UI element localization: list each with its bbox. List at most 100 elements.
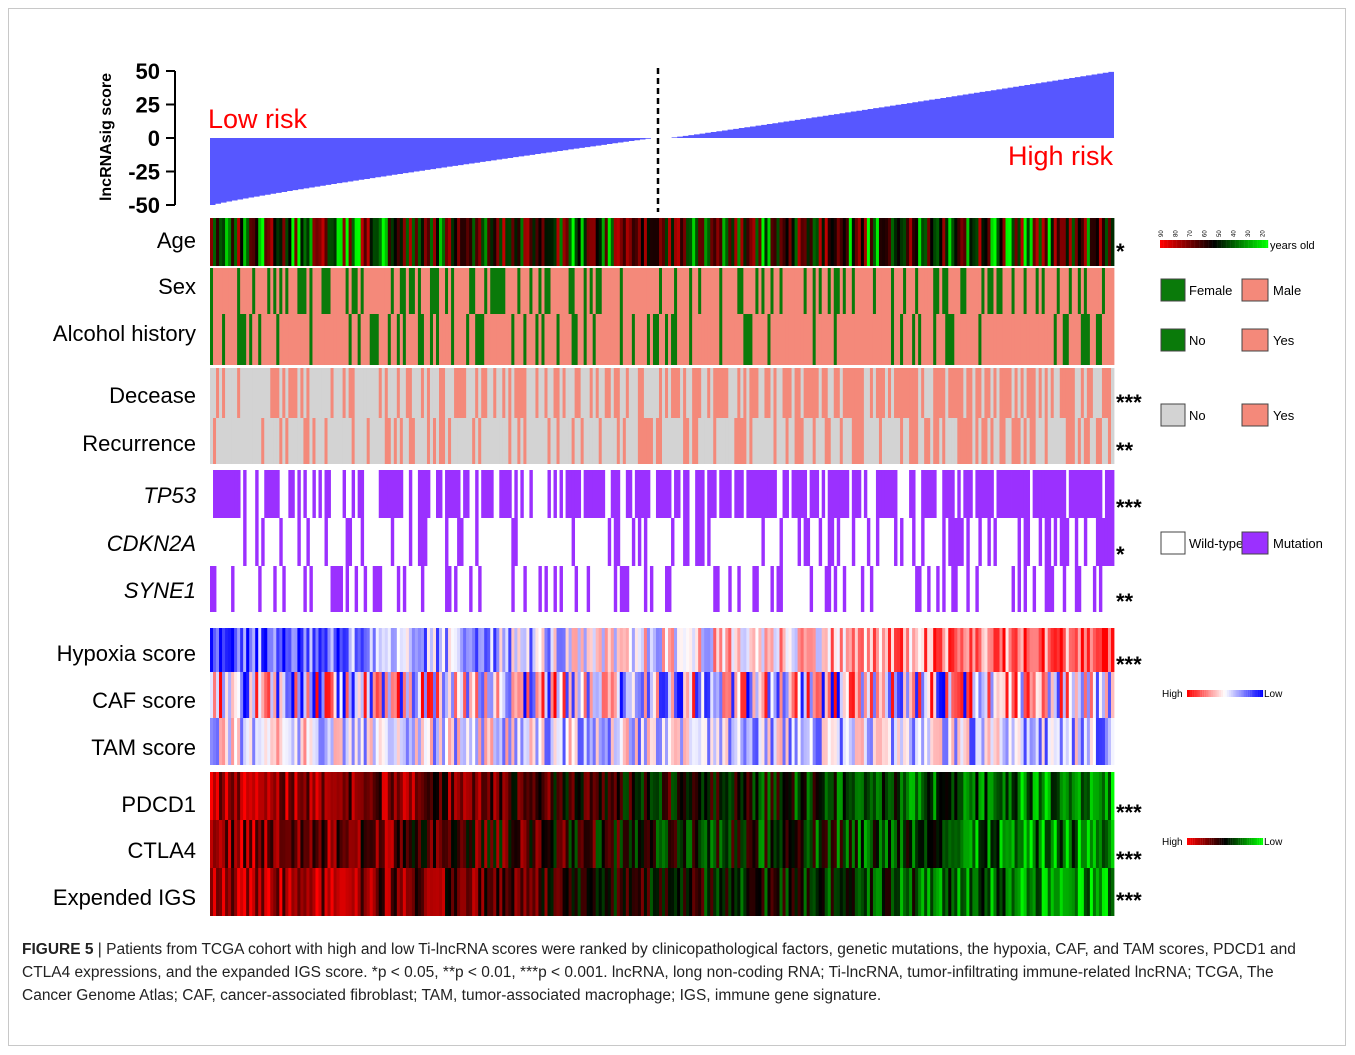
heatmap-cell [270,772,274,820]
heatmap-cell [312,772,316,820]
age-legend-bar [1196,240,1198,248]
heatmap-cell [815,470,820,518]
heatmap-cell [1050,718,1055,765]
heatmap-cell [719,772,723,820]
heatmap-cell [505,820,509,868]
heatmap-cell [481,868,485,916]
heatmap-cell [655,672,660,718]
heatmap-cell [631,628,636,672]
heatmap-cell [493,868,497,916]
heatmap-cell [1014,314,1018,365]
heatmap-cell [728,268,732,314]
heatmap-cell [243,218,247,266]
heatmap-cell [526,868,530,916]
heatmap-cell [1044,718,1049,765]
heatmap-cell [523,718,527,765]
heatmap-cell [978,628,982,672]
heatmap-cell [508,820,512,868]
heatmap-cell [770,368,774,418]
heatmap-cell [773,718,777,765]
heatmap-cell [915,218,919,266]
heatmap-cell [327,628,331,672]
heatmap-cell [800,418,805,464]
heatmap-cell [339,314,343,365]
heatmap-cell [520,718,524,765]
heatmap-cell [643,566,648,612]
heatmap-cell [420,518,425,566]
heatmap-cell [357,218,362,266]
heatmap-cell [930,470,934,518]
heatmap-cell [568,218,572,266]
heatmap-cell [839,820,844,868]
heatmap-cell [1032,566,1037,612]
heatmap-cell [909,718,913,765]
heatmap-cell [1077,268,1082,314]
expression-legend-bar [1230,838,1233,845]
heatmap-cell [436,672,440,718]
heatmap-cell [1008,314,1012,365]
heatmap-cell [785,314,789,365]
heatmap-cell [900,772,904,820]
heatmap-cell [360,418,365,464]
heatmap-cell [481,268,485,314]
heatmap-cell [523,672,527,718]
heatmap-cell [309,628,313,672]
heatmap-cell [1032,314,1037,365]
heatmap-cell [821,628,826,672]
age-legend-bar [1212,240,1215,248]
heatmap-cell [375,314,380,365]
heatmap-cell [716,314,720,365]
heatmap-cell [595,268,600,314]
heatmap-cell [963,772,967,820]
heatmap-cell [734,820,738,868]
heatmap-cell [246,868,250,916]
heatmap-cell [541,268,545,314]
heatmap-cell [583,368,588,418]
heatmap-cell [966,518,970,566]
heatmap-cell [454,820,458,868]
heatmap-cell [336,820,340,868]
heatmap-cell [815,218,820,266]
heatmap-cell [1110,470,1115,518]
heatmap-cell [872,368,877,418]
heatmap-cell [457,314,461,365]
heatmap-cell [429,368,434,418]
heatmap-cell [1044,772,1049,820]
heatmap-cell [351,772,356,820]
heatmap-cell [574,470,579,518]
heatmap-cell [848,314,853,365]
heatmap-cell [490,672,494,718]
heatmap-cell [966,314,970,365]
heatmap-cell [384,772,389,820]
heatmap-cell [384,418,389,464]
heatmap-cell [960,868,964,916]
heatmap-cell [417,314,422,365]
heatmap-cell [918,820,922,868]
heatmap-cell [393,772,398,820]
heatmap-cell [671,218,675,266]
heatmap-cell [1080,418,1085,464]
heatmap-cell [845,314,850,365]
heatmap-cell [728,418,732,464]
heatmap-cell [969,268,973,314]
expression-legend-bar [1209,838,1212,845]
heatmap-cell [399,314,404,365]
heatmap-cell [237,868,241,916]
heatmap-cell [625,672,630,718]
score-legend-bar [1234,690,1237,697]
heatmap-cell [351,470,356,518]
heatmap-cell [475,868,479,916]
heatmap-cell [1056,470,1061,518]
heatmap-cell [282,868,286,916]
heatmap-cell [511,628,515,672]
heatmap-cell [604,820,609,868]
heatmap-cell [423,772,428,820]
heatmap-cell [1062,518,1067,566]
heatmap-cell [1104,268,1109,314]
heatmap-cell [761,672,765,718]
age-legend-bar [1169,240,1171,248]
heatmap-cell [963,820,967,868]
heatmap-cell [264,418,268,464]
heatmap-cell [1026,772,1031,820]
heatmap-cell [1068,672,1073,718]
